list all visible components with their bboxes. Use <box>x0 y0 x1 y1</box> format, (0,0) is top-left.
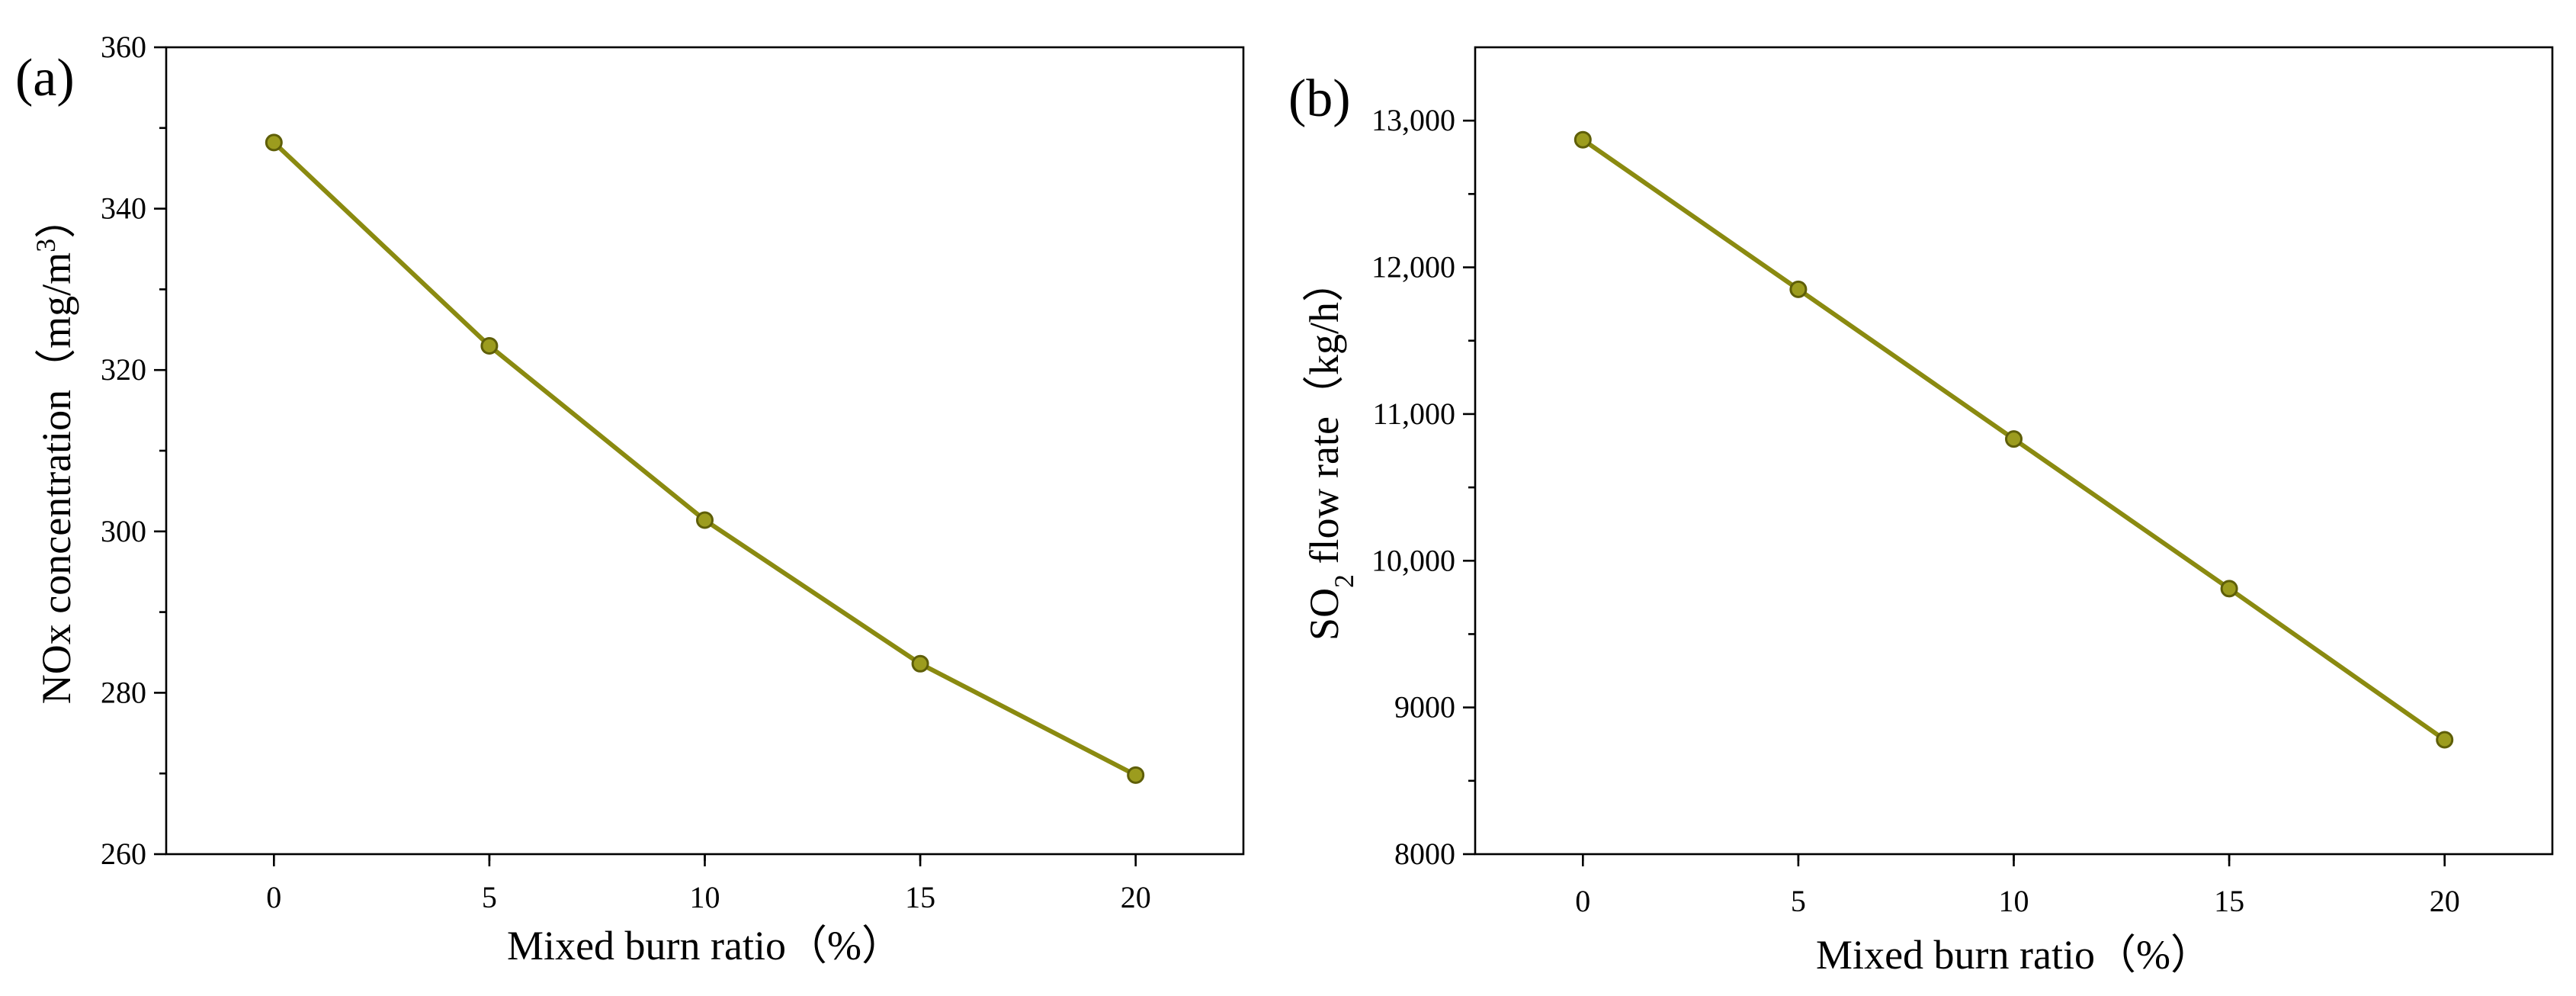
x-axis-title-a: Mixed burn ratio（%） <box>507 923 903 969</box>
data-point <box>2220 580 2238 598</box>
y-tick-labels-b: 8000 9000 10,000 11,000 12,000 13,000 <box>1371 103 1455 871</box>
x-tick-label: 10 <box>690 880 720 914</box>
y-tick-labels-a: 260 280 300 320 340 360 <box>101 30 146 871</box>
panel-label-a: (a) <box>15 49 75 108</box>
y-tick-label: 320 <box>101 352 146 387</box>
y-tick-label: 260 <box>101 837 146 871</box>
y-tick-label: 280 <box>101 675 146 709</box>
y-axis-title-a: NOx concentration（mg/m3） <box>30 198 79 704</box>
data-point <box>696 511 714 529</box>
x-tick-label: 10 <box>1999 884 2029 918</box>
y-tick-label: 360 <box>101 30 146 64</box>
x-tick-label: 5 <box>1791 884 1806 918</box>
chart-panel-a: (a) 0 5 10 15 20 260 280 300 320 340 360 Mixed bu… <box>15 30 1245 969</box>
y-tick-label: 11,000 <box>1372 397 1455 431</box>
data-point <box>1574 130 1592 149</box>
y-tick-label: 12,000 <box>1371 250 1455 284</box>
series-so2 <box>1574 130 2454 749</box>
y-tick-label: 8000 <box>1394 837 1455 871</box>
x-tick-label: 0 <box>1575 884 1590 918</box>
y-tick-label: 9000 <box>1394 690 1455 725</box>
data-point <box>1127 766 1145 784</box>
x-tick-label: 15 <box>2214 884 2244 918</box>
data-point <box>480 336 499 355</box>
plot-frame-b <box>1474 46 2554 856</box>
series-line <box>271 140 1138 778</box>
series-nox <box>265 133 1145 784</box>
x-tick-label: 20 <box>2430 884 2460 918</box>
x-tick-labels-b: 0 5 10 15 20 <box>1575 884 2459 918</box>
x-tick-label: 5 <box>482 880 497 914</box>
axis-ticks-a <box>154 46 1137 866</box>
data-point <box>2005 430 2023 448</box>
data-point <box>265 133 283 152</box>
y-tick-label: 340 <box>101 191 146 226</box>
chart-panel-b: (b) 0 5 10 15 20 8000 9000 10,000 11,000 12,000 1… <box>1288 46 2554 978</box>
x-tick-label: 15 <box>905 880 935 914</box>
axis-ticks-b <box>1463 119 2446 866</box>
plot-frame-a <box>165 46 1245 856</box>
x-tick-label: 20 <box>1121 880 1151 914</box>
y-tick-label: 13,000 <box>1371 103 1455 137</box>
data-point <box>2436 731 2454 749</box>
x-tick-labels-a: 0 5 10 15 20 <box>266 880 1150 914</box>
y-tick-label: 300 <box>101 514 146 548</box>
x-tick-label: 0 <box>266 880 281 914</box>
y-tick-label: 10,000 <box>1371 543 1455 577</box>
x-axis-title-b: Mixed burn ratio（%） <box>1816 932 2212 978</box>
y-axis-title-b: SO2 flow rate（kg/h） <box>1301 261 1359 641</box>
panel-label-b: (b) <box>1288 69 1351 128</box>
data-point <box>911 654 929 673</box>
data-point <box>1789 280 1808 298</box>
